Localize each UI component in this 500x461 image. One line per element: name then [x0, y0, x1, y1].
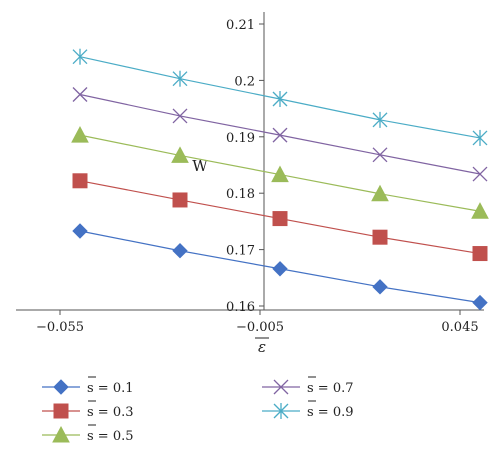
- legend-label: s = 0.9: [307, 405, 354, 420]
- data-point: [172, 243, 188, 259]
- y-tick-label: 0.19: [226, 131, 255, 146]
- y-tick-label: 0.21: [226, 18, 255, 33]
- data-point: [72, 87, 88, 102]
- legend-marker: [53, 379, 69, 395]
- legend: s = 0.1 s = 0.3 s = 0.5 s = 0.7 s = 0.9: [42, 376, 354, 444]
- data-point: [71, 126, 89, 143]
- legend-marker: [53, 403, 69, 419]
- data-point: [272, 127, 288, 143]
- x-tick-label: −0.055: [36, 320, 84, 335]
- data-point-stroke: [72, 87, 88, 102]
- axes: −0.055 −0.005 0.045 0.16 0.17 0.18 0.19 0.2 0.21…: [16, 12, 484, 356]
- data-point-stroke: [272, 127, 288, 143]
- x-tick-label: −0.005: [236, 320, 284, 335]
- data-point: [372, 111, 388, 128]
- legend-label: s = 0.5: [87, 429, 134, 444]
- x-tick-label: 0.045: [441, 320, 478, 335]
- data-point: [72, 223, 88, 239]
- series-5: [72, 48, 488, 146]
- data-point-stroke: [472, 166, 488, 182]
- data-point: [472, 246, 488, 262]
- data-point: [372, 147, 388, 163]
- y-tick-label: 0.16: [226, 300, 255, 315]
- y-axis-title: W: [192, 157, 208, 175]
- legend-item: s = 0.5: [42, 424, 134, 444]
- data-point: [472, 294, 488, 311]
- data-point: [272, 211, 288, 227]
- data-point-stroke: [372, 147, 388, 163]
- legend-item: s = 0.1: [42, 376, 134, 396]
- data-point: [372, 279, 388, 295]
- data-point: [172, 70, 188, 87]
- data-point: [371, 184, 389, 202]
- series-2: [72, 173, 488, 262]
- plot-background: [16, 12, 484, 310]
- data-point: [271, 165, 289, 183]
- y-tick-label: 0.17: [226, 244, 255, 259]
- y-tick-label: 0.2: [234, 74, 255, 89]
- legend-marker: [52, 425, 70, 443]
- series-3: [71, 126, 489, 219]
- legend-marker-stroke: [273, 379, 289, 395]
- legend-label: s = 0.7: [307, 381, 354, 396]
- data-point: [272, 261, 288, 277]
- series-layer: [71, 48, 489, 311]
- data-point: [172, 108, 188, 124]
- data-point-stroke: [172, 108, 188, 124]
- data-point: [372, 229, 388, 245]
- legend-marker: [273, 403, 289, 419]
- legend-label: s = 0.1: [87, 381, 134, 396]
- data-point: [72, 173, 88, 189]
- series-1: [72, 223, 488, 311]
- data-point: [472, 129, 488, 146]
- legend-label: s = 0.3: [87, 405, 134, 420]
- x-axis-title: ε: [258, 338, 266, 356]
- legend-item: s = 0.9: [262, 400, 354, 420]
- legend-marker: [273, 379, 289, 395]
- data-point: [172, 192, 188, 208]
- series-4: [72, 87, 488, 182]
- data-point: [472, 166, 488, 182]
- data-point: [72, 48, 88, 65]
- legend-item: s = 0.3: [42, 400, 134, 420]
- data-point: [471, 202, 489, 219]
- y-tick-label: 0.18: [226, 187, 255, 202]
- legend-item: s = 0.7: [262, 376, 354, 396]
- data-point: [171, 146, 189, 163]
- data-point: [272, 91, 288, 108]
